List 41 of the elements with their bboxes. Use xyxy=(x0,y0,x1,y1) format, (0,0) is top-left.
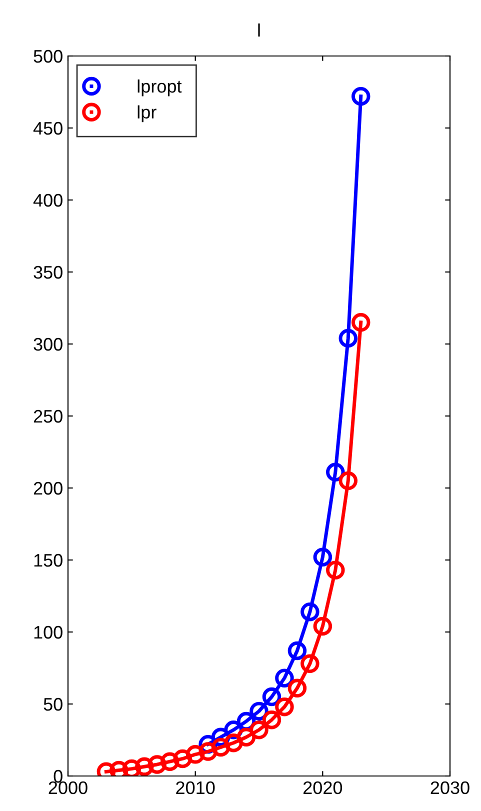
y-tick-label: 500 xyxy=(34,50,62,63)
x-tick-label: 2000 xyxy=(48,781,88,794)
point xyxy=(186,745,205,764)
point xyxy=(173,749,192,768)
point xyxy=(313,548,332,566)
y-tick-label: 100 xyxy=(34,626,62,639)
y-tick-label: 150 xyxy=(34,554,62,567)
point xyxy=(338,328,358,348)
point xyxy=(300,654,320,674)
point xyxy=(148,755,167,774)
point xyxy=(211,738,230,757)
x-tick-label: 2030 xyxy=(430,781,470,794)
point xyxy=(338,471,358,490)
chart-title: l xyxy=(258,23,260,37)
point xyxy=(313,616,332,636)
y-tick-label: 300 xyxy=(34,338,62,351)
point xyxy=(288,678,307,698)
y-tick-label: 0 xyxy=(54,770,62,783)
point xyxy=(224,734,243,752)
legend-label: lpropt xyxy=(138,79,182,96)
point xyxy=(326,560,345,580)
point xyxy=(262,710,282,730)
y-tick-label: 450 xyxy=(33,122,62,135)
point xyxy=(300,602,320,622)
point xyxy=(288,641,307,660)
point xyxy=(135,757,154,776)
point xyxy=(275,698,294,716)
y-tick-label: 50 xyxy=(44,698,62,711)
point xyxy=(250,720,268,740)
point xyxy=(198,742,218,761)
y-tick-label: 400 xyxy=(33,194,62,207)
y-tick-label: 200 xyxy=(34,482,62,495)
x-tick-label: 2010 xyxy=(176,781,215,794)
x-tick-label: 2020 xyxy=(303,781,342,794)
legend-label: lpr xyxy=(138,105,156,122)
y-tick-label: 250 xyxy=(34,410,62,423)
y-tick-label: 350 xyxy=(34,266,62,279)
point xyxy=(160,752,180,771)
point xyxy=(351,313,370,332)
point xyxy=(236,728,256,746)
point xyxy=(351,86,370,106)
